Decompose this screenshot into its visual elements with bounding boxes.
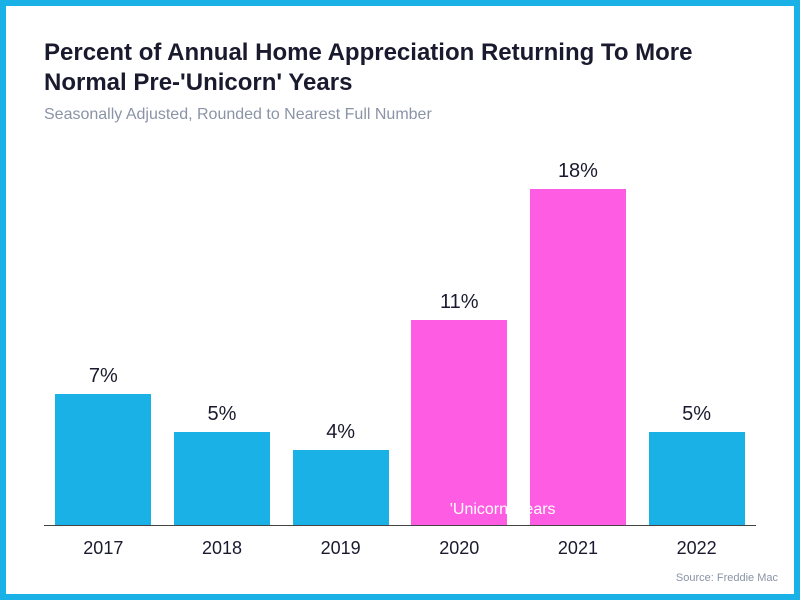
x-axis: 2017 2018 2019 2020 2021 2022 (44, 526, 756, 574)
bar-rect (649, 432, 745, 525)
source-credit: Source: Freddie Mac (676, 572, 778, 584)
chart-title: Percent of Annual Home Appreciation Retu… (44, 38, 756, 98)
bar-value-label: 7% (89, 365, 118, 394)
x-tick: 2021 (530, 538, 626, 559)
bar-rect (293, 450, 389, 525)
bar-rect (55, 394, 151, 525)
chart-area: 7%5%4%11%18%5% 'Unicorn' Years 201720182… (44, 152, 756, 574)
x-tick: 2019 (293, 538, 389, 559)
bar-2021: 18% (530, 152, 626, 525)
x-tick: 2022 (649, 538, 745, 559)
bar-2018: 5% (174, 152, 270, 525)
bar-2020: 11% (411, 152, 507, 525)
bar-2019: 4% (293, 152, 389, 525)
bar-value-label: 5% (208, 403, 237, 432)
chart-container: Percent of Annual Home Appreciation Retu… (6, 6, 794, 594)
bar-rect (174, 432, 270, 525)
x-tick: 2018 (174, 538, 270, 559)
bars-group: 7% 5% 4% 11% 18% 5% (44, 152, 756, 525)
bar-value-label: 5% (682, 403, 711, 432)
bar-value-label: 4% (326, 421, 355, 450)
plot-region: 7%5%4%11%18%5% 'Unicorn' Years (44, 152, 756, 526)
bar-2022: 5% (649, 152, 745, 525)
bar-2017: 7% (55, 152, 151, 525)
bar-rect (530, 189, 626, 525)
chart-subtitle: Seasonally Adjusted, Rounded to Nearest … (44, 106, 756, 124)
x-tick: 2020 (411, 538, 507, 559)
x-tick: 2017 (55, 538, 151, 559)
bar-value-label: 11% (440, 291, 479, 320)
bar-value-label: 18% (558, 160, 598, 189)
bar-rect (411, 320, 507, 525)
